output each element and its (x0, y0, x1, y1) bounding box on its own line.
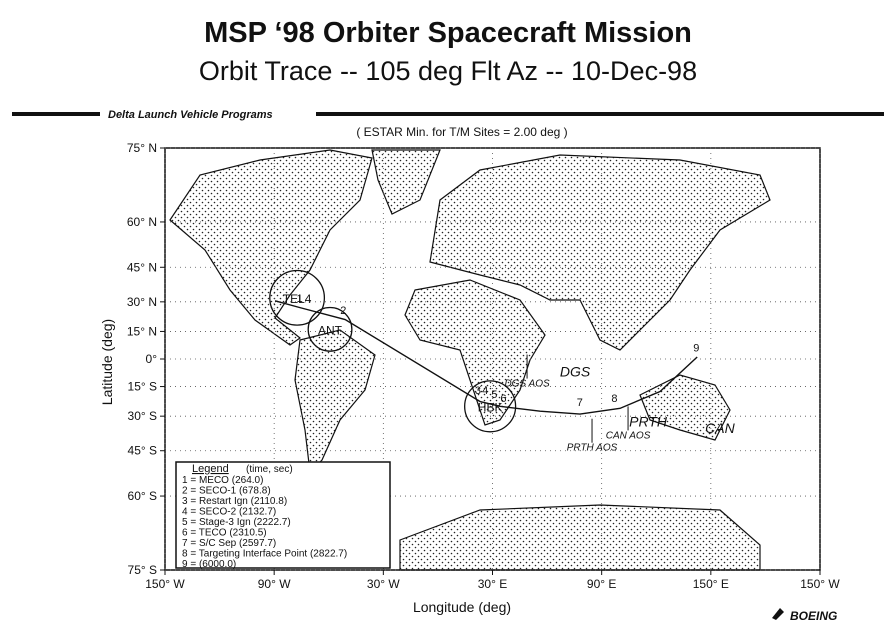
y-tick-label: 45° S (128, 444, 157, 458)
legend-entry: 5 = Stage-3 Ign (2222.7) (182, 517, 291, 528)
event-label: 6 (500, 393, 506, 405)
station-mask (269, 269, 326, 326)
station-label: TEL4 (283, 292, 312, 306)
x-tick-label: 30° E (478, 577, 507, 591)
legend-entry: 9 = (6000.0) (182, 559, 236, 570)
station-label: ANT (318, 323, 343, 337)
legend-entry: 6 = TECO (2310.5) (182, 528, 267, 539)
legend-units: (time, sec) (246, 464, 293, 475)
station-label: HBK (478, 400, 503, 414)
legend-entry: 7 = S/C Sep (2597.7) (182, 538, 276, 549)
x-tick-label: 150° E (693, 577, 729, 591)
aos-label: CAN AOS (606, 430, 651, 441)
station-label: DGS (560, 364, 591, 380)
legend-entry: 8 = Targeting Interface Point (2822.7) (182, 549, 347, 560)
y-tick-label: 75° S (128, 563, 157, 577)
aos-label: PRTH AOS (567, 443, 618, 454)
station-mask (307, 306, 353, 352)
event-label: 5 (491, 389, 497, 401)
title: MSP ‘98 Orbiter Spacecraft Mission (204, 17, 692, 49)
orbit-trace (274, 300, 698, 415)
y-tick-label: 75° N (127, 141, 157, 155)
x-tick-label: 30° W (367, 577, 400, 591)
y-tick-label: 45° N (127, 260, 157, 274)
y-tick-label: 15° S (128, 380, 157, 394)
aos-label: DGS AOS (504, 379, 550, 390)
legend-entry: 3 = Restart Ign (2110.8) (182, 496, 287, 507)
event-label: 8 (611, 393, 617, 405)
event-label: 7 (577, 397, 583, 409)
legend-entry: 4 = SECO-2 (2132.7) (182, 507, 276, 518)
y-tick-label: 15° N (127, 324, 157, 338)
y-tick-label: 30° S (128, 409, 157, 423)
y-tick-label: 60° N (127, 215, 157, 229)
rule (12, 112, 100, 116)
continents (169, 149, 771, 571)
station-mask (464, 380, 517, 433)
logo: BOEING (790, 609, 837, 623)
y-tick-label: 30° N (127, 295, 157, 309)
rule (316, 112, 884, 116)
subtitle: Orbit Trace -- 105 deg Flt Az -- 10-Dec-… (199, 56, 697, 86)
program: Delta Launch Vehicle Programs (108, 109, 273, 121)
x-tick-label: 150° W (800, 577, 840, 591)
event-label: 2 (340, 305, 346, 317)
y-tick-label: 60° S (128, 489, 157, 503)
x-tick-label: 150° W (145, 577, 185, 591)
x-axis-label: Longitude (deg) (413, 599, 511, 615)
event-label: 4 (482, 385, 488, 397)
event-label: 9 (693, 343, 699, 355)
logo-mark (772, 608, 784, 620)
y-axis-label: Latitude (deg) (99, 319, 115, 405)
x-tick-label: 90° E (587, 577, 616, 591)
legend: Legend (time, sec)1 = MECO (264.0)2 = SEC… (175, 461, 391, 570)
station-label: CAN (705, 420, 735, 436)
event-label: 1 (297, 293, 303, 305)
legend-entry: 2 = SECO-1 (678.8) (182, 486, 271, 497)
y-tick-label: 0° (146, 352, 158, 366)
note: ( ESTAR Min. for T/M Sites = 2.00 deg ) (356, 125, 567, 139)
legend-box (175, 461, 391, 569)
event-label: 3 (475, 385, 481, 397)
station-label: PRTH (629, 413, 668, 429)
x-tick-label: 90° W (258, 577, 291, 591)
legend-title: Legend (192, 463, 229, 475)
legend-entry: 1 = MECO (264.0) (182, 475, 263, 486)
